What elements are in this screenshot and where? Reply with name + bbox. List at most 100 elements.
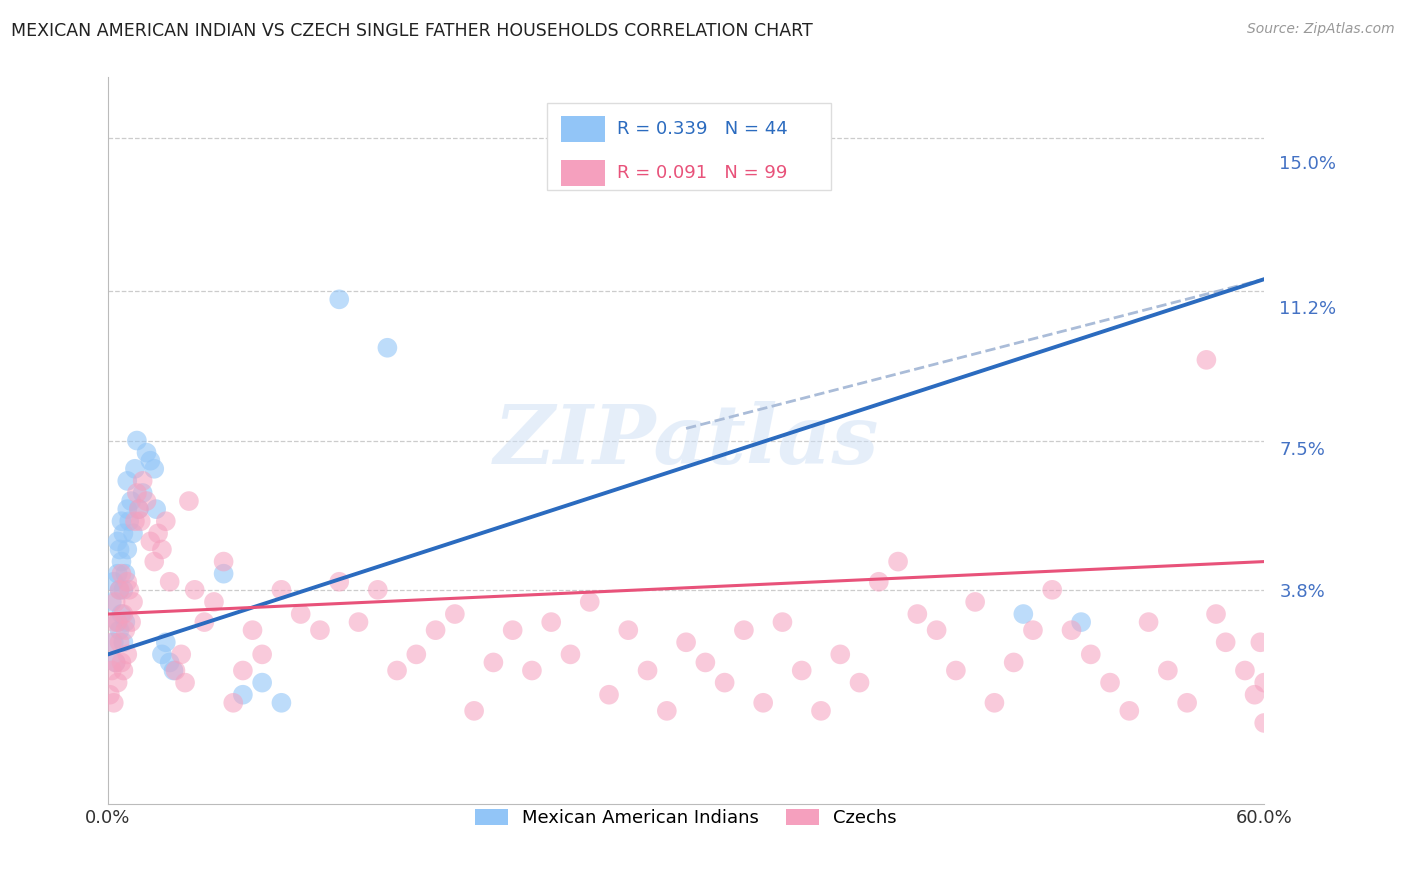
Point: [117, 542, 139, 557]
Point: [108, 542, 131, 557]
Point: [232, 688, 254, 702]
Point: [290, 607, 312, 621]
Text: R = 0.339   N = 44: R = 0.339 N = 44: [617, 120, 787, 138]
Point: [104, 595, 127, 609]
Point: [1118, 704, 1140, 718]
Point: [520, 664, 543, 678]
Point: [250, 675, 273, 690]
Point: [129, 514, 152, 528]
Point: [1070, 615, 1092, 629]
Point: [405, 648, 427, 662]
Point: [848, 675, 870, 690]
Point: [110, 555, 132, 569]
Point: [165, 664, 187, 678]
Point: [1002, 656, 1025, 670]
Point: [270, 696, 292, 710]
Point: [120, 615, 142, 629]
Text: 3.8%: 3.8%: [1279, 582, 1326, 600]
Point: [110, 514, 132, 528]
Point: [232, 664, 254, 678]
Point: [965, 595, 987, 609]
Point: [104, 656, 127, 670]
Point: [905, 607, 928, 621]
Point: [945, 664, 967, 678]
Point: [222, 696, 245, 710]
Text: 7.5%: 7.5%: [1279, 442, 1326, 459]
Point: [212, 566, 235, 581]
Point: [174, 675, 197, 690]
Point: [114, 623, 136, 637]
Point: [143, 462, 166, 476]
Point: [118, 514, 141, 528]
Point: [108, 635, 131, 649]
Point: [193, 615, 215, 629]
Point: [145, 502, 167, 516]
Point: [150, 542, 173, 557]
Point: [385, 664, 408, 678]
Point: [112, 664, 135, 678]
Point: [117, 648, 139, 662]
Text: 15.0%: 15.0%: [1279, 155, 1337, 173]
Point: [425, 623, 447, 637]
Point: [108, 623, 131, 637]
Point: [125, 434, 148, 448]
Point: [108, 582, 131, 597]
Point: [444, 607, 467, 621]
Point: [112, 582, 135, 597]
Point: [925, 623, 948, 637]
Point: [118, 582, 141, 597]
Point: [655, 704, 678, 718]
Point: [101, 664, 124, 678]
Point: [150, 648, 173, 662]
Point: [810, 704, 832, 718]
Point: [104, 656, 127, 670]
Point: [107, 566, 129, 581]
Point: [143, 555, 166, 569]
Point: [367, 582, 389, 597]
Point: [482, 656, 505, 670]
Point: [103, 696, 125, 710]
Point: [159, 574, 181, 589]
Point: [560, 648, 582, 662]
Point: [1253, 715, 1275, 730]
Point: [1233, 664, 1256, 678]
Point: [112, 607, 135, 621]
Point: [139, 534, 162, 549]
Point: [1157, 664, 1180, 678]
Point: [752, 696, 775, 710]
Point: [733, 623, 755, 637]
Point: [868, 574, 890, 589]
Point: [772, 615, 794, 629]
Point: [101, 595, 124, 609]
Point: [1040, 582, 1063, 597]
Point: [1253, 675, 1275, 690]
Point: [125, 486, 148, 500]
Point: [110, 607, 132, 621]
Point: [1195, 352, 1218, 367]
Point: [617, 623, 640, 637]
Point: [887, 555, 910, 569]
Text: ZIPatlas: ZIPatlas: [494, 401, 879, 481]
Point: [107, 615, 129, 629]
Point: [177, 494, 200, 508]
Point: [637, 664, 659, 678]
Point: [98, 688, 121, 702]
Point: [1249, 635, 1271, 649]
Point: [122, 595, 145, 609]
Point: [101, 635, 124, 649]
FancyBboxPatch shape: [561, 160, 605, 186]
Point: [110, 566, 132, 581]
Point: [146, 526, 169, 541]
Point: [242, 623, 264, 637]
Point: [578, 595, 600, 609]
Text: Source: ZipAtlas.com: Source: ZipAtlas.com: [1247, 22, 1395, 37]
Point: [107, 675, 129, 690]
FancyBboxPatch shape: [561, 116, 605, 142]
Point: [1012, 607, 1035, 621]
Point: [131, 486, 153, 500]
Point: [675, 635, 697, 649]
Point: [110, 656, 132, 670]
Point: [139, 454, 162, 468]
Point: [183, 582, 205, 597]
Point: [108, 582, 131, 597]
